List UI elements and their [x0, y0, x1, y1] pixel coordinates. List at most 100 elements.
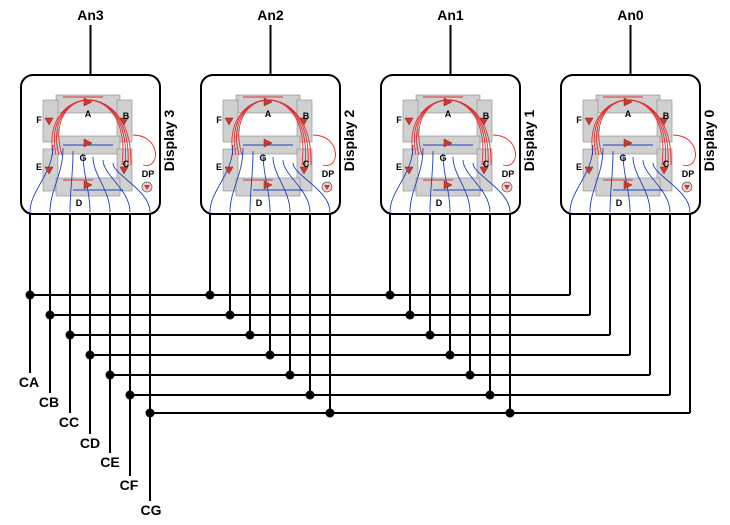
segment-letter-dp: DP [502, 169, 515, 179]
segment-letter-a: A [85, 109, 92, 119]
cathode-trace [102, 159, 131, 213]
segment-letter-d: D [436, 198, 443, 208]
labels-layer: Display 3 An3 Display 2 An2 Display 1 An1 Disp… [19, 7, 717, 518]
junction-dot [445, 350, 455, 360]
led-icon [623, 180, 633, 190]
cathode-trace [292, 162, 331, 213]
junction-dot [405, 310, 415, 320]
led-icon [299, 117, 309, 126]
segment-letter-c: C [123, 159, 130, 169]
cathode-trace [272, 156, 291, 213]
segment-letter-c: C [483, 159, 490, 169]
led-icon [659, 166, 669, 175]
led-icon [404, 166, 414, 175]
segment-letter-e: E [216, 162, 222, 172]
segment-letter-b: B [483, 111, 490, 121]
segment-letter-d: D [76, 198, 83, 208]
cathode-traces [569, 144, 691, 213]
anode-trace [423, 96, 516, 181]
junction-dot [205, 290, 215, 300]
led-icon [144, 185, 150, 190]
segment-letter-c: C [663, 159, 670, 169]
led-icon [83, 180, 93, 190]
segment-letter-e: E [396, 162, 402, 172]
led-icon [504, 185, 510, 190]
anode-trace [63, 96, 156, 181]
cathode-trace [29, 144, 54, 213]
display-label: Display 1 [521, 110, 537, 172]
segment-letter-g: G [619, 153, 626, 163]
led-icon [263, 97, 273, 107]
display-label: Display 3 [161, 110, 177, 172]
segment-letter-d: D [616, 198, 623, 208]
wiring-layer [25, 25, 691, 501]
led-icon [263, 180, 273, 190]
cathode-trace [112, 162, 151, 213]
junction-dot [505, 408, 515, 418]
cathode-trace [462, 159, 491, 213]
display-module-0: A B C D E F G DP [20, 74, 161, 215]
led-icon [443, 97, 453, 107]
display-modules: A B C D E F G DP A B C D E F G DP A B C D E F G DP A B C D E F G DP [20, 74, 701, 215]
cathode-trace [92, 156, 111, 213]
display-module-3: A B C D E F G DP [560, 74, 701, 215]
cathode-label-ce: CE [100, 454, 119, 470]
anode-label: An1 [437, 7, 464, 23]
anode-label: An3 [77, 7, 104, 23]
cathode-label-cc: CC [59, 414, 79, 430]
led-icon [479, 166, 489, 175]
display-label: Display 0 [701, 110, 717, 172]
cathode-trace [429, 150, 434, 213]
segment-letter-b: B [303, 111, 310, 121]
cathode-trace [389, 144, 414, 213]
segment-letter-g: G [439, 153, 446, 163]
led-icon [479, 117, 489, 126]
cathode-trace [229, 147, 244, 213]
cathode-trace [249, 150, 254, 213]
segment-letter-e: E [36, 162, 42, 172]
junction-dot [425, 330, 435, 340]
segment-letter-dp: DP [322, 169, 335, 179]
led-icon [224, 117, 234, 126]
led-icon [83, 138, 93, 148]
cathode-trace [452, 156, 471, 213]
cathode-trace [69, 150, 74, 213]
junction-dot [485, 390, 495, 400]
segment-letter-e: E [576, 162, 582, 172]
cathode-trace [49, 147, 64, 213]
led-icon [443, 138, 453, 148]
cathode-trace [282, 159, 311, 213]
led-icon [324, 185, 330, 190]
led-icon [119, 117, 129, 126]
led-icon [443, 180, 453, 190]
junction-dot [465, 370, 475, 380]
cathode-trace [209, 144, 234, 213]
segment-letter-a: A [445, 109, 452, 119]
junction-dot [245, 330, 255, 340]
cathode-trace [569, 144, 594, 213]
led-icon [119, 166, 129, 175]
led-icon [404, 117, 414, 126]
cathode-trace [409, 147, 424, 213]
display-module-2: A B C D E F G DP [380, 74, 521, 215]
segment-letter-f: F [396, 115, 402, 125]
led-icon [44, 117, 54, 126]
segment-letter-b: B [123, 111, 130, 121]
segment-letter-a: A [265, 109, 272, 119]
led-icon [623, 138, 633, 148]
cathode-label-ca: CA [19, 374, 39, 390]
led-icon [584, 117, 594, 126]
junction-dot [385, 290, 395, 300]
segment-letter-a: A [625, 109, 632, 119]
anode-trace [243, 96, 336, 181]
cathode-traces [389, 144, 511, 213]
anode-trace [603, 96, 696, 181]
led-icon [659, 117, 669, 126]
display-label: Display 2 [341, 110, 357, 172]
cathode-label-cd: CD [80, 435, 100, 451]
cathode-trace [652, 162, 691, 213]
led-icon [584, 166, 594, 175]
led-icon [83, 97, 93, 107]
cathode-label-cg: CG [141, 502, 162, 518]
segment-letter-dp: DP [682, 169, 695, 179]
